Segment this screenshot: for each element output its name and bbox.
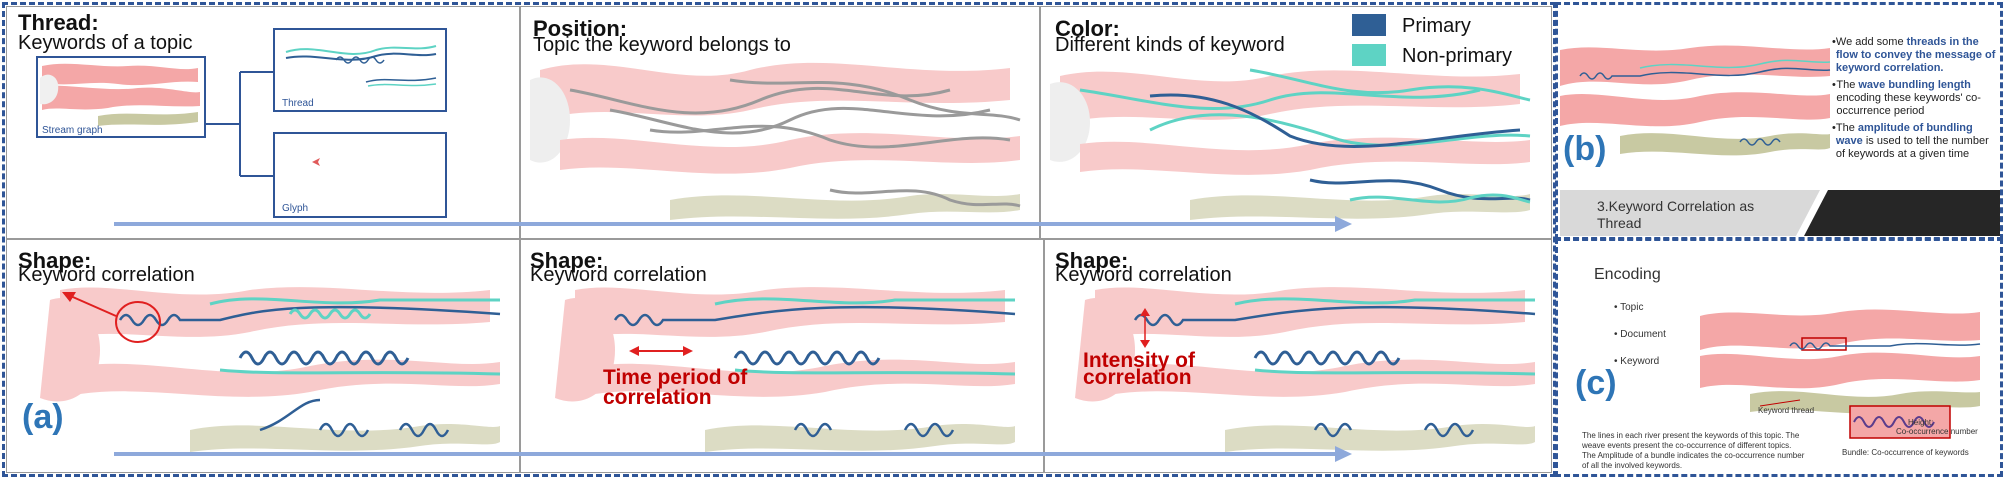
panel-c-graphic <box>1690 300 1990 440</box>
panel-b-footer-line2: Thread <box>1597 215 1641 231</box>
panel-c-thread-label: Keyword thread <box>1758 406 1814 416</box>
panel-c-title: Encoding <box>1594 266 1661 284</box>
panel-b-bullet-1: • We add some threads in the flow to con… <box>1832 36 1998 75</box>
panel-c-caption: The lines in each river present the keyw… <box>1582 431 1872 471</box>
panel-c-item-keyword: • Keyword <box>1614 356 1659 367</box>
panel-c-item-topic: • Topic <box>1614 302 1643 313</box>
label-b: (b) <box>1563 130 1606 169</box>
panel-c-item-document: • Document <box>1614 329 1666 340</box>
panel-b-bullets: • We add some threads in the flow to con… <box>1832 36 1998 161</box>
panel-c-bundle-label: Bundle: Co-occurrence of keywords <box>1842 448 1969 458</box>
label-c: (c) <box>1575 364 1617 403</box>
panel-b-bullet-3: • The amplitude of bundling wave is used… <box>1832 122 1998 161</box>
label-a: (a) <box>22 398 64 437</box>
panel-b-footer-line1: 3.Keyword Correlation as <box>1597 198 1754 214</box>
panel-c-height-label-2: Co-occurrence number <box>1896 427 1978 437</box>
panel-b-bullet-2: • The wave bundling length encoding thes… <box>1832 79 1998 118</box>
